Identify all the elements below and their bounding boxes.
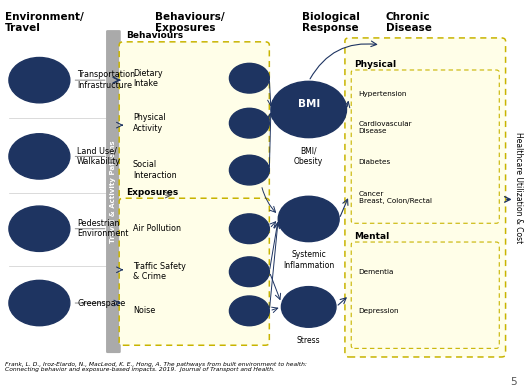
Text: Cardiovascular
Disease: Cardiovascular Disease [359,120,412,134]
Text: Dietary
Intake: Dietary Intake [133,68,162,88]
Text: Behaviours/
Exposures: Behaviours/ Exposures [155,12,225,33]
Circle shape [281,287,336,327]
Text: Pedestrian
Environment: Pedestrian Environment [77,219,129,239]
Text: Stress: Stress [297,336,320,345]
FancyBboxPatch shape [351,242,499,348]
Text: Biological
Response: Biological Response [302,12,360,33]
Text: Frank, L. D., Iroz-Elardo, N., MacLeod, K. E., Hong, A. The pathways from built : Frank, L. D., Iroz-Elardo, N., MacLeod, … [5,362,307,373]
Circle shape [229,155,269,185]
Text: Chronic
Disease: Chronic Disease [386,12,432,33]
Circle shape [9,134,70,179]
Text: Healthcare Utilization & Cost: Healthcare Utilization & Cost [514,132,523,243]
Text: Greenspace: Greenspace [77,298,125,308]
Text: Diabetes: Diabetes [359,159,391,165]
Text: Physical: Physical [354,60,396,69]
Text: Transportation
Infrastructure: Transportation Infrastructure [77,70,135,90]
Circle shape [9,57,70,103]
Text: Dementia: Dementia [359,269,394,275]
FancyBboxPatch shape [106,30,121,353]
FancyBboxPatch shape [351,70,499,223]
Circle shape [271,81,347,138]
Circle shape [229,257,269,287]
Circle shape [229,296,269,326]
Text: Mental: Mental [354,232,390,241]
Circle shape [229,63,269,93]
Text: Noise: Noise [133,306,155,316]
Text: Travel & Activity Patterns: Travel & Activity Patterns [110,140,117,243]
Text: BMI/
Obesity: BMI/ Obesity [294,146,323,166]
Circle shape [229,214,269,244]
Text: Traffic Safety
& Crime: Traffic Safety & Crime [133,262,186,282]
Text: Hypertension: Hypertension [359,91,407,97]
Text: Systemic
Inflammation: Systemic Inflammation [283,250,334,270]
Circle shape [9,280,70,326]
Text: BMI: BMI [298,99,320,109]
Text: Exposures: Exposures [126,188,178,197]
FancyBboxPatch shape [345,38,506,357]
Text: Behaviours: Behaviours [126,31,183,40]
Text: Cancer
Breast, Colon/Rectal: Cancer Breast, Colon/Rectal [359,191,432,204]
FancyBboxPatch shape [119,198,269,345]
FancyBboxPatch shape [119,42,269,201]
Circle shape [278,196,339,242]
Circle shape [9,206,70,251]
Text: 5: 5 [510,377,517,387]
Text: Physical
Activity: Physical Activity [133,113,165,133]
Text: Air Pollution: Air Pollution [133,224,181,233]
Text: Depression: Depression [359,308,399,314]
Text: Social
Interaction: Social Interaction [133,160,176,180]
Text: Environment/
Travel: Environment/ Travel [5,12,84,33]
Circle shape [229,108,269,138]
Text: Land Use/
Walkability: Land Use/ Walkability [77,147,121,166]
